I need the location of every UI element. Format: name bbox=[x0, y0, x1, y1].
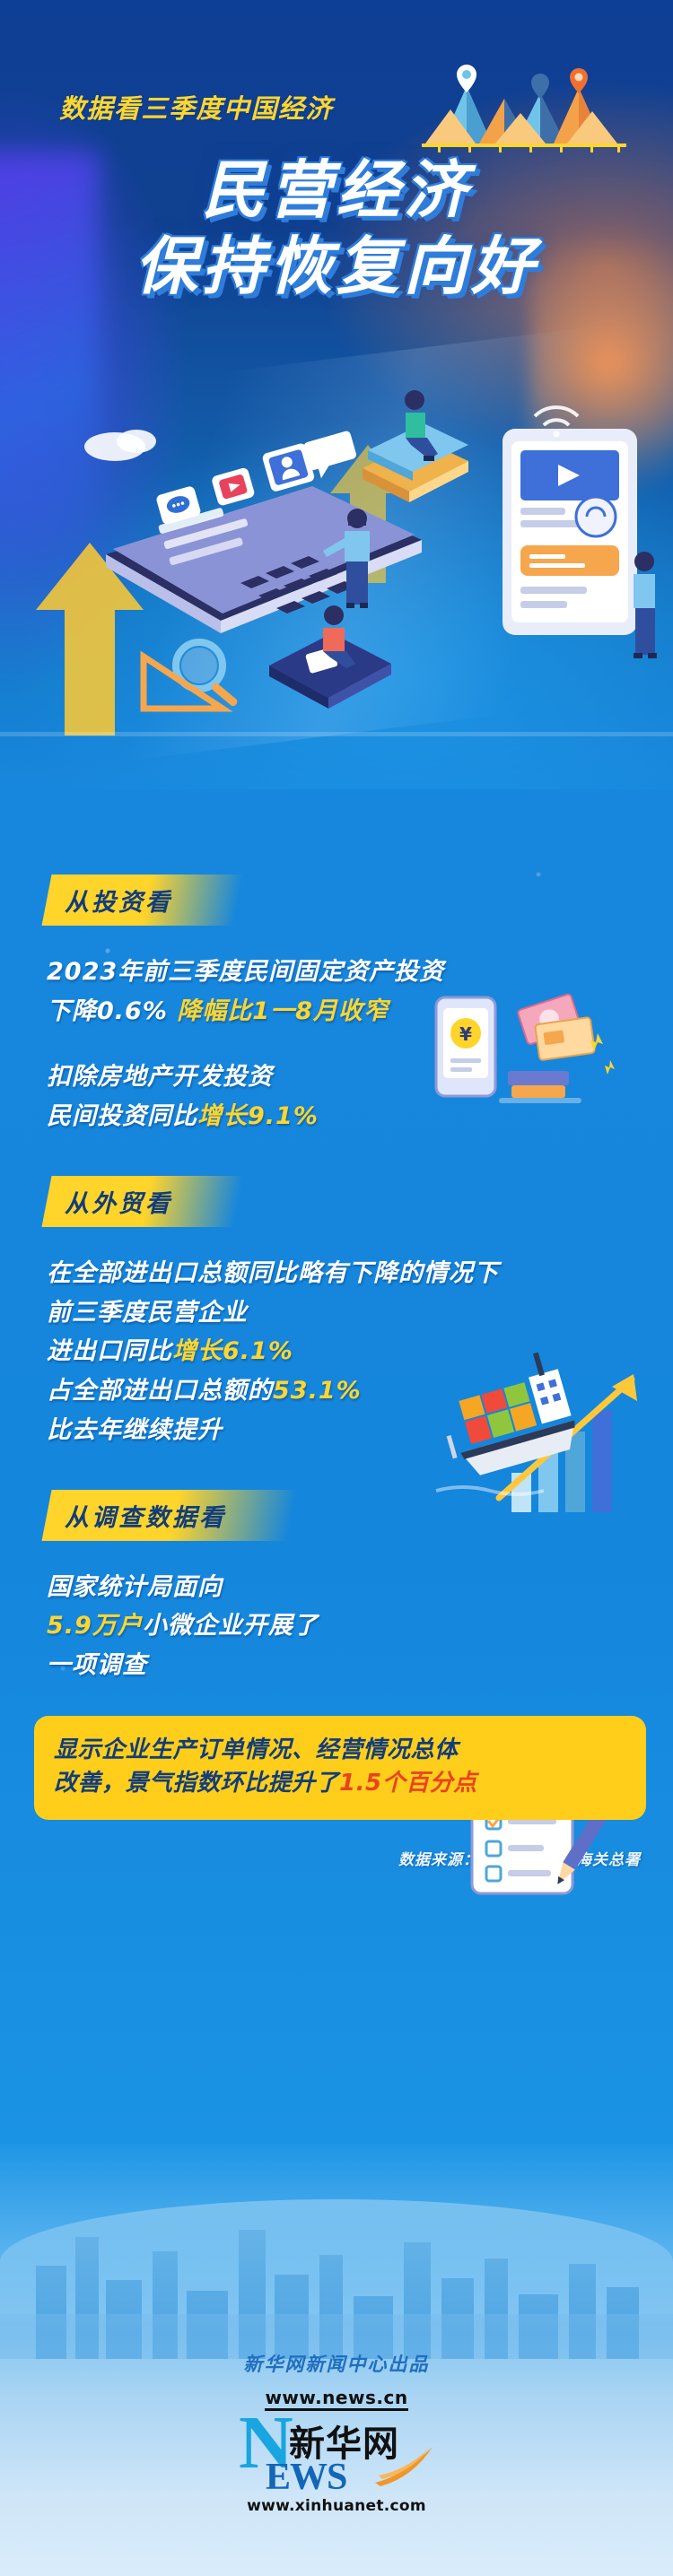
section-heading-trade: 从外贸看 bbox=[41, 1175, 244, 1227]
eyebrow-text: 数据看三季度中国经济 bbox=[59, 93, 334, 124]
paragraph-investment-2: 扣除房地产开发投资 民间投资同比增长9.1% bbox=[47, 1057, 673, 1136]
eyebrow-row: 数据看三季度中国经济 bbox=[0, 65, 673, 152]
logo-mark: N 新华网 EWS bbox=[239, 2401, 434, 2498]
title-line-2: 保持恢复向好 bbox=[135, 230, 538, 304]
callout-box: 显示企业生产订单情况、经营情况总体 改善，景气指数环比提升了1.5个百分点 bbox=[34, 1715, 646, 1820]
cargo-ship-illustration bbox=[435, 1352, 637, 1512]
map-pin-icon bbox=[570, 68, 588, 93]
title-block: 民营经济 保持恢复向好 bbox=[0, 152, 673, 306]
logo-letter-n: N bbox=[239, 2401, 293, 2485]
section-heading-survey: 从调查数据看 bbox=[41, 1489, 298, 1541]
text-line: 下降0.6% 降幅比1一8月收窄 bbox=[47, 996, 389, 1025]
footer-section: 新华网新闻中心出品 www.news.cn N 新华网 EWS www.xinh… bbox=[0, 2144, 673, 2576]
logo-news-text: EWS bbox=[266, 2457, 347, 2498]
svg-text:¥: ¥ bbox=[459, 1023, 472, 1045]
text-line: 一项调查 bbox=[47, 1651, 147, 1680]
logo-url-bottom: www.xinhuanet.com bbox=[247, 2497, 426, 2515]
laptop-illustration bbox=[106, 431, 422, 633]
hero-glow-left bbox=[0, 152, 99, 565]
callout-line-1: 显示企业生产订单情况、经营情况总体 bbox=[54, 1736, 459, 1763]
map-pin-icon bbox=[457, 65, 476, 92]
person-sitting-illustration bbox=[405, 390, 438, 461]
bar-chart-icon bbox=[511, 1410, 612, 1512]
person-standing-illustration bbox=[323, 509, 370, 608]
paragraph-trade: 在全部进出口总额同比略有下降的情况下 前三季度民营企业 进出口同比增长6.1% … bbox=[47, 1254, 673, 1450]
logo-swoosh-icon bbox=[375, 2447, 433, 2486]
text-line: 民间投资同比增长9.1% bbox=[47, 1102, 319, 1131]
text-line: 前三季度民营企业 bbox=[47, 1298, 248, 1327]
up-arrow-icon bbox=[36, 543, 144, 735]
map-pin-icon bbox=[531, 74, 549, 99]
paragraph-investment-1: 2023年前三季度民间固定资产投资 下降0.6% 降幅比1一8月收窄 bbox=[47, 953, 673, 1031]
mountain-chart-icon bbox=[422, 65, 626, 152]
text-line: 2023年前三季度民间固定资产投资 bbox=[47, 958, 445, 986]
footer-wave bbox=[0, 2199, 673, 2334]
person-walking-illustration bbox=[634, 552, 657, 658]
paragraph-survey: 国家统计局面向 5.9万户小微企业开展了 一项调查 bbox=[47, 1568, 673, 1685]
text-line: 扣除房地产开发投资 bbox=[47, 1063, 273, 1092]
text-line: 比去年继续提升 bbox=[47, 1415, 223, 1444]
callout-line-2: 改善，景气指数环比提升了1.5个百分点 bbox=[54, 1769, 477, 1797]
wifi-icon bbox=[533, 405, 580, 438]
hero-illustration bbox=[0, 390, 673, 736]
hero-section: 数据看三季度中国经济 bbox=[0, 0, 673, 789]
tablet-illustration bbox=[503, 405, 637, 635]
logo-url-top: www.news.cn bbox=[265, 2388, 408, 2411]
text-line: 进出口同比增长6.1% bbox=[47, 1337, 293, 1366]
person-reading-illustration bbox=[323, 605, 355, 668]
text-line: 国家统计局面向 bbox=[47, 1572, 223, 1601]
footer-brand-text: 新华网新闻中心出品 bbox=[243, 2354, 430, 2375]
content-sections: 从投资看 2023年前三季度民间固定资产投资 下降0.6% 降幅比1一8月收窄 … bbox=[0, 789, 673, 2144]
xinhua-logo[interactable]: www.news.cn N 新华网 EWS www.xinhuanet.com bbox=[0, 2388, 673, 2515]
text-line: 在全部进出口总额同比略有下降的情况下 bbox=[47, 1258, 499, 1287]
cloud-icon bbox=[84, 430, 156, 461]
city-skyline-illustration bbox=[0, 2230, 673, 2359]
text-line: 5.9万户小微企业开展了 bbox=[47, 1612, 319, 1640]
text-line: 占全部进出口总额的53.1% bbox=[47, 1377, 362, 1405]
section-heading-investment: 从投资看 bbox=[41, 875, 244, 926]
ruler-triangle-icon bbox=[140, 650, 233, 712]
logo-chinese-name: 新华网 bbox=[289, 2424, 399, 2465]
magnifier-icon bbox=[172, 639, 238, 707]
title-line-1: 民营经济 bbox=[202, 153, 471, 227]
mobile-payment-illustration: ¥ bbox=[434, 993, 615, 1103]
